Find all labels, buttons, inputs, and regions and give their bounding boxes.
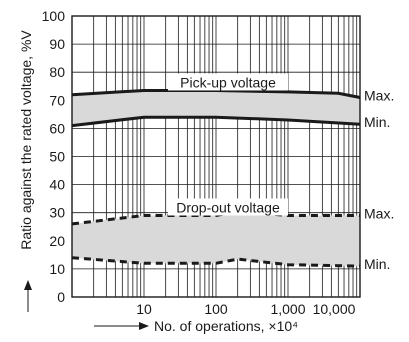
series-1-max-line	[71, 209, 360, 226]
y-tick-label-0: 0	[57, 289, 65, 305]
x-tick-label-2: 1,000	[270, 301, 305, 317]
series-1-min-label: Min.	[364, 256, 390, 272]
x-tick-label-3: 10,000	[313, 301, 356, 317]
y-tick-label-7: 70	[49, 92, 65, 108]
y-tick-label-10: 100	[42, 8, 66, 24]
y-tick-label-3: 30	[49, 205, 65, 221]
y-axis-arrow-head	[24, 280, 32, 290]
series-labels: Pick-up voltage Max. Min. Drop-out voltage M…	[168, 73, 394, 272]
series-1-name-bg	[168, 198, 288, 216]
y-tick-label-8: 80	[49, 64, 65, 80]
y-tick-label-9: 90	[49, 36, 65, 52]
y-tick-label-1: 10	[49, 261, 65, 277]
series-1-name: Drop-out voltage	[176, 200, 280, 216]
x-axis-label: No. of operations, ×10⁴	[154, 318, 298, 334]
series-0-min-line	[71, 115, 361, 128]
series-lines	[71, 89, 361, 268]
series-1-max-label: Max.	[364, 206, 394, 222]
x-tick-label-1: 100	[204, 301, 228, 317]
y-tick-label-5: 50	[49, 149, 65, 165]
band-series-1	[72, 211, 360, 267]
series-0-min-label: Min.	[364, 114, 390, 130]
y-tick-label-2: 20	[49, 233, 65, 249]
series-1-min-line	[71, 256, 361, 268]
y-tick-label-4: 40	[49, 177, 65, 193]
series-0-name-bg	[168, 73, 288, 91]
tick-labels: 0 10 20 30 40 50 60 70 80 90 100 10 100 1,000 10,000	[42, 8, 356, 317]
plot-frame	[71, 15, 361, 298]
x-axis-arrow-head	[139, 322, 149, 330]
y-tick-label-6: 60	[49, 120, 65, 136]
series-0-max-label: Max.	[364, 87, 394, 103]
series-0-max-line	[71, 89, 361, 99]
series-0-name: Pick-up voltage	[180, 74, 276, 90]
x-tick-label-0: 10	[136, 301, 152, 317]
y-axis-label: Ratio against the rated voltage, %V	[18, 30, 34, 250]
